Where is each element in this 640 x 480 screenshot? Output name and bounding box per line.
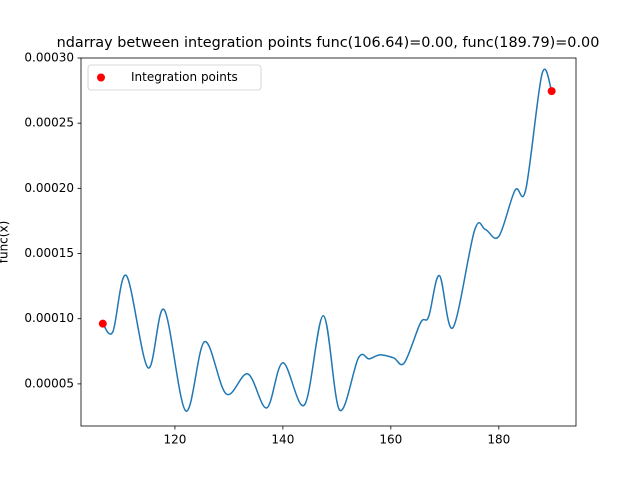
x-tick-label: 120 [163,433,186,447]
y-tick-label: 0.00025 [24,116,74,130]
legend-marker [97,73,105,82]
y-tick-label: 0.00005 [24,376,74,390]
y-tick-label: 0.00020 [24,181,74,195]
legend-box [87,64,262,91]
point [547,87,556,96]
point [98,319,107,328]
legend-label: Integration points [131,70,238,84]
y-tick-label: 0.00010 [24,311,74,325]
y-tick-label: 0.00030 [24,51,74,65]
y-tick-label: 0.00015 [24,246,74,260]
axes-frame [80,57,577,427]
x-tick-label: 160 [379,433,402,447]
x-tick-label: 140 [271,433,294,447]
y-axis-label: func(x) [0,221,11,264]
chart-title: ndarray between integration points func(… [57,35,600,51]
x-tick-label: 180 [487,433,510,447]
line [102,68,553,412]
